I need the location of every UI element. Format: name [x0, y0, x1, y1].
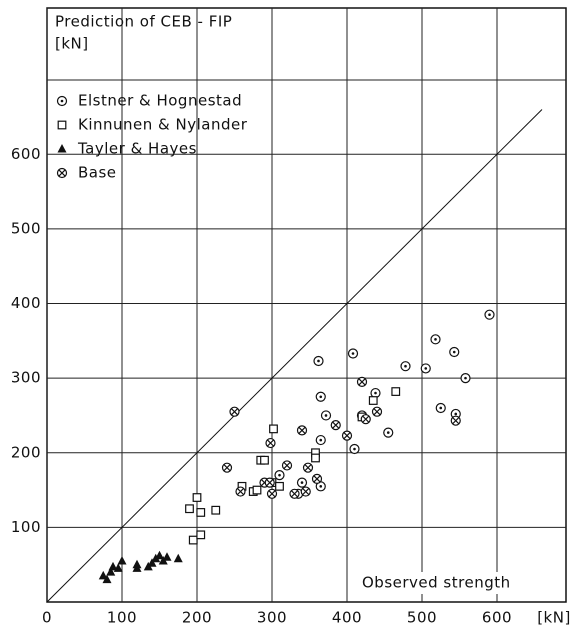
point: [274, 470, 285, 481]
label-box: [356, 572, 546, 594]
point: [102, 574, 112, 584]
point: [132, 559, 142, 569]
point: [302, 462, 314, 473]
chart-title: Prediction of CEB - FIP: [55, 13, 232, 31]
point: [484, 309, 495, 320]
point: [192, 493, 202, 502]
y-tick-label: 600: [11, 145, 41, 163]
point: [311, 473, 323, 484]
x-tick-label: 100: [107, 609, 137, 627]
x-tick-label: 0: [42, 609, 52, 627]
point: [391, 387, 401, 396]
point: [185, 504, 194, 514]
point: [289, 488, 300, 499]
point: [162, 552, 172, 561]
point: [196, 508, 206, 517]
y-tick-label: 500: [11, 219, 41, 237]
point: [296, 425, 308, 436]
point: [269, 424, 278, 434]
x-axis-label: Observed strength: [362, 574, 511, 592]
reference-line: [46, 109, 543, 603]
point: [360, 414, 371, 425]
y-tick-label: 200: [11, 443, 41, 461]
point: [460, 373, 471, 384]
point: [435, 402, 446, 414]
y-tick-label: 400: [11, 294, 41, 312]
point: [57, 144, 67, 153]
point: [300, 486, 311, 497]
point: [56, 167, 68, 179]
legend-label: Elstner & Hognestad: [78, 92, 242, 110]
point: [400, 361, 411, 372]
point: [356, 376, 368, 387]
point: [252, 485, 262, 495]
point: [371, 406, 383, 417]
y-unit: [kN]: [55, 35, 89, 53]
y-tick-label: 300: [11, 369, 41, 387]
point: [450, 415, 461, 426]
legend-label: Base: [78, 164, 117, 182]
point: [341, 430, 353, 441]
y-tick-label: 100: [11, 518, 41, 536]
point: [173, 553, 183, 563]
point: [368, 396, 378, 405]
point: [420, 363, 431, 374]
point: [235, 486, 246, 497]
legend-label: Kinnunen & Nylander: [78, 116, 248, 134]
point: [211, 505, 221, 515]
x-tick-label: 200: [182, 609, 212, 627]
legend-label: Tayler & Hayes: [77, 140, 197, 158]
point: [56, 95, 68, 107]
point: [57, 120, 67, 130]
x-tick-label: 300: [257, 609, 287, 627]
point: [264, 477, 275, 488]
point: [113, 563, 123, 572]
x-tick-label: 500: [407, 609, 437, 627]
point: [266, 488, 278, 499]
point: [320, 410, 332, 421]
point: [315, 434, 326, 446]
point: [330, 420, 341, 431]
point: [311, 453, 320, 463]
point: [430, 334, 441, 345]
point: [313, 355, 324, 367]
point: [196, 530, 206, 540]
point: [349, 443, 360, 455]
point: [117, 555, 127, 565]
point: [275, 481, 284, 491]
x-tick-label: 600: [482, 609, 512, 627]
point: [296, 477, 308, 488]
point: [265, 437, 276, 449]
plot-area: 100 200 300 400 500 600 0 100 200 300 400 500 600 Els…: [11, 8, 566, 627]
point: [315, 391, 326, 402]
point: [147, 558, 157, 567]
point: [260, 455, 269, 465]
point: [347, 348, 359, 359]
point: [158, 555, 168, 565]
x-unit: [kN]: [537, 609, 571, 627]
point: [449, 346, 460, 358]
point: [106, 567, 116, 576]
point: [383, 427, 394, 438]
point: [221, 462, 233, 473]
point: [229, 406, 240, 417]
point: [281, 460, 293, 471]
point: [155, 550, 164, 560]
point: [98, 570, 108, 580]
point: [108, 561, 118, 571]
x-tick-label: 400: [332, 609, 362, 627]
point: [188, 535, 198, 545]
